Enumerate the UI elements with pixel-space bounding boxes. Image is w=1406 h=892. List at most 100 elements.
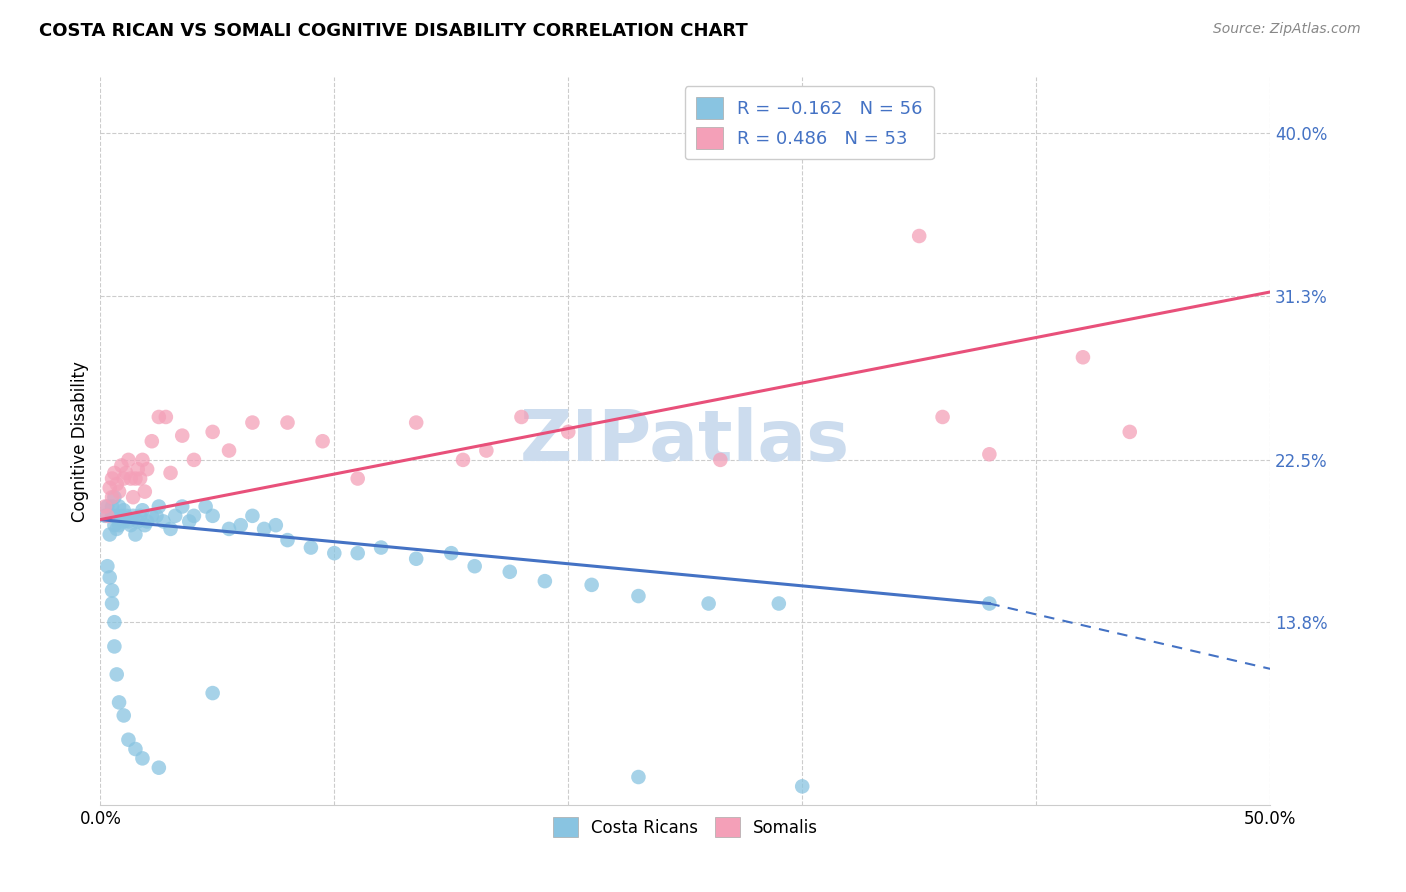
Point bbox=[464, 559, 486, 574]
Point bbox=[105, 522, 128, 536]
Point bbox=[117, 453, 139, 467]
Point bbox=[98, 481, 121, 495]
Point bbox=[129, 471, 152, 485]
Point bbox=[201, 425, 224, 439]
Point bbox=[117, 732, 139, 747]
Point bbox=[697, 597, 720, 611]
Y-axis label: Cognitive Disability: Cognitive Disability bbox=[72, 360, 89, 522]
Point bbox=[183, 508, 205, 523]
Point bbox=[148, 761, 170, 775]
Point bbox=[103, 466, 125, 480]
Legend: Costa Ricans, Somalis: Costa Ricans, Somalis bbox=[546, 810, 824, 844]
Point bbox=[159, 522, 181, 536]
Point bbox=[96, 500, 118, 514]
Point bbox=[101, 597, 124, 611]
Point bbox=[557, 425, 579, 439]
Point bbox=[627, 770, 650, 784]
Point bbox=[264, 518, 287, 533]
Point bbox=[96, 508, 118, 523]
Point bbox=[276, 533, 298, 547]
Point bbox=[201, 508, 224, 523]
Point bbox=[346, 546, 368, 560]
Point bbox=[108, 518, 131, 533]
Point bbox=[581, 578, 603, 592]
Point bbox=[103, 615, 125, 630]
Point bbox=[792, 780, 814, 794]
Point bbox=[103, 640, 125, 654]
Point bbox=[127, 515, 149, 529]
Point bbox=[124, 742, 146, 756]
Point bbox=[124, 471, 146, 485]
Point bbox=[108, 500, 131, 514]
Point bbox=[94, 500, 117, 514]
Point bbox=[122, 508, 145, 523]
Point bbox=[499, 565, 522, 579]
Point bbox=[103, 518, 125, 533]
Point bbox=[440, 546, 463, 560]
Point bbox=[131, 751, 153, 765]
Point bbox=[201, 686, 224, 700]
Point bbox=[709, 453, 731, 467]
Point bbox=[112, 515, 135, 529]
Point bbox=[94, 508, 117, 523]
Point bbox=[194, 500, 217, 514]
Point bbox=[155, 409, 177, 424]
Point bbox=[112, 471, 135, 485]
Point bbox=[405, 551, 427, 566]
Point bbox=[120, 471, 142, 485]
Point bbox=[172, 428, 194, 442]
Point bbox=[112, 708, 135, 723]
Point bbox=[475, 443, 498, 458]
Point bbox=[159, 466, 181, 480]
Point bbox=[112, 503, 135, 517]
Point bbox=[165, 508, 187, 523]
Point bbox=[98, 570, 121, 584]
Point bbox=[117, 515, 139, 529]
Point bbox=[148, 500, 170, 514]
Point bbox=[370, 541, 392, 555]
Point bbox=[1071, 351, 1094, 365]
Point bbox=[127, 462, 149, 476]
Text: Source: ZipAtlas.com: Source: ZipAtlas.com bbox=[1213, 22, 1361, 37]
Point bbox=[101, 500, 124, 514]
Point bbox=[110, 458, 132, 473]
Point bbox=[242, 508, 264, 523]
Point bbox=[131, 503, 153, 517]
Point bbox=[134, 484, 156, 499]
Point bbox=[1119, 425, 1142, 439]
Point bbox=[311, 434, 333, 449]
Point bbox=[979, 447, 1001, 461]
Point bbox=[98, 527, 121, 541]
Point bbox=[108, 695, 131, 709]
Point bbox=[299, 541, 322, 555]
Point bbox=[172, 500, 194, 514]
Point bbox=[129, 508, 152, 523]
Point bbox=[141, 434, 163, 449]
Point bbox=[276, 416, 298, 430]
Point bbox=[120, 518, 142, 533]
Point bbox=[136, 515, 159, 529]
Point bbox=[148, 409, 170, 424]
Point bbox=[218, 522, 240, 536]
Point bbox=[346, 471, 368, 485]
Point bbox=[768, 597, 790, 611]
Point bbox=[101, 471, 124, 485]
Point bbox=[510, 409, 533, 424]
Point bbox=[141, 508, 163, 523]
Point bbox=[242, 416, 264, 430]
Point bbox=[101, 508, 124, 523]
Point bbox=[124, 527, 146, 541]
Point bbox=[405, 416, 427, 430]
Point bbox=[96, 559, 118, 574]
Point bbox=[134, 518, 156, 533]
Point bbox=[108, 484, 131, 499]
Point bbox=[115, 466, 138, 480]
Point bbox=[131, 453, 153, 467]
Point bbox=[908, 229, 931, 244]
Point bbox=[152, 515, 174, 529]
Text: COSTA RICAN VS SOMALI COGNITIVE DISABILITY CORRELATION CHART: COSTA RICAN VS SOMALI COGNITIVE DISABILI… bbox=[39, 22, 748, 40]
Point bbox=[136, 462, 159, 476]
Point bbox=[218, 443, 240, 458]
Point bbox=[253, 522, 276, 536]
Point bbox=[145, 508, 167, 523]
